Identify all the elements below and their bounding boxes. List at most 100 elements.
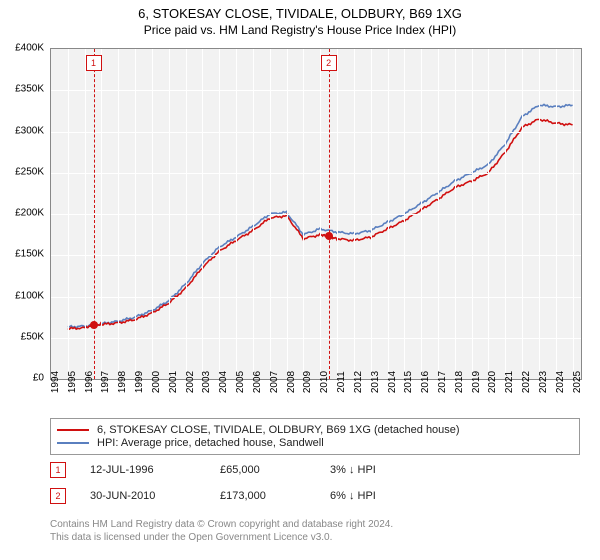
grid-v: [404, 49, 405, 379]
title-address: 6, STOKESAY CLOSE, TIVIDALE, OLDBURY, B6…: [0, 6, 600, 21]
sale-date-2: 30-JUN-2010: [90, 490, 220, 502]
grid-v: [186, 49, 187, 379]
x-tick-label: 1998: [117, 371, 128, 393]
y-tick-label: £300K: [15, 125, 44, 136]
grid-h: [51, 338, 581, 339]
y-tick-label: £50K: [21, 331, 44, 342]
grid-v: [455, 49, 456, 379]
x-tick-label: 2018: [454, 371, 465, 393]
x-tick-label: 2006: [252, 371, 263, 393]
x-tick-label: 2015: [403, 371, 414, 393]
grid-v: [438, 49, 439, 379]
x-tick-label: 2008: [286, 371, 297, 393]
grid-v: [421, 49, 422, 379]
grid-v: [337, 49, 338, 379]
x-tick-label: 2000: [151, 371, 162, 393]
sale-pct-2: 6% ↓ HPI: [330, 490, 430, 502]
x-tick-label: 2009: [302, 371, 313, 393]
grid-h: [51, 90, 581, 91]
x-tick-label: 2025: [572, 371, 583, 393]
grid-v: [270, 49, 271, 379]
sale-marker-1: 1: [50, 462, 66, 478]
y-tick-label: £400K: [15, 43, 44, 54]
sale-price-2: £173,000: [220, 490, 330, 502]
grid-v: [505, 49, 506, 379]
x-tick-label: 2019: [471, 371, 482, 393]
footer-line1: Contains HM Land Registry data © Crown c…: [50, 518, 580, 531]
x-tick-label: 1999: [134, 371, 145, 393]
marker-line-1: [94, 49, 95, 379]
grid-h: [51, 214, 581, 215]
x-tick-label: 2010: [319, 371, 330, 393]
x-tick-label: 2023: [538, 371, 549, 393]
x-tick-label: 2003: [201, 371, 212, 393]
marker-dot-2: [325, 232, 333, 240]
grid-v: [573, 49, 574, 379]
x-tick-label: 2011: [336, 371, 347, 393]
sale-row-2: 2 30-JUN-2010 £173,000 6% ↓ HPI: [50, 488, 580, 504]
sale-marker-2: 2: [50, 488, 66, 504]
grid-v: [371, 49, 372, 379]
legend-swatch-price-paid: [57, 429, 89, 431]
x-tick-label: 2020: [487, 371, 498, 393]
grid-v: [118, 49, 119, 379]
grid-h: [51, 297, 581, 298]
legend-item-price-paid: 6, STOKESAY CLOSE, TIVIDALE, OLDBURY, B6…: [57, 424, 573, 436]
grid-v: [68, 49, 69, 379]
grid-v: [101, 49, 102, 379]
grid-v: [388, 49, 389, 379]
grid-v: [253, 49, 254, 379]
y-tick-label: £100K: [15, 290, 44, 301]
grid-v: [135, 49, 136, 379]
x-tick-label: 2024: [555, 371, 566, 393]
x-tick-label: 2021: [504, 371, 515, 393]
grid-v: [152, 49, 153, 379]
grid-h: [51, 255, 581, 256]
chart-container: 6, STOKESAY CLOSE, TIVIDALE, OLDBURY, B6…: [0, 0, 600, 560]
legend-label-price-paid: 6, STOKESAY CLOSE, TIVIDALE, OLDBURY, B6…: [97, 424, 460, 436]
grid-v: [472, 49, 473, 379]
grid-v: [236, 49, 237, 379]
grid-v: [287, 49, 288, 379]
grid-v: [202, 49, 203, 379]
sale-price-1: £65,000: [220, 464, 330, 476]
grid-v: [556, 49, 557, 379]
sale-row-1: 1 12-JUL-1996 £65,000 3% ↓ HPI: [50, 462, 580, 478]
legend-item-hpi: HPI: Average price, detached house, Sand…: [57, 437, 573, 449]
y-tick-label: £350K: [15, 84, 44, 95]
chart-area: 12 £0£50K£100K£150K£200K£250K£300K£350K£…: [50, 48, 580, 378]
x-tick-label: 2013: [370, 371, 381, 393]
y-tick-label: £200K: [15, 208, 44, 219]
sale-date-1: 12-JUL-1996: [90, 464, 220, 476]
x-tick-label: 2007: [269, 371, 280, 393]
marker-dot-1: [90, 321, 98, 329]
grid-v: [219, 49, 220, 379]
x-tick-label: 2014: [387, 371, 398, 393]
x-tick-label: 1996: [84, 371, 95, 393]
y-tick-label: £250K: [15, 166, 44, 177]
y-tick-label: £150K: [15, 249, 44, 260]
plot-region: 12: [50, 48, 582, 380]
x-tick-label: 1994: [50, 371, 61, 393]
x-tick-label: 1995: [67, 371, 78, 393]
x-tick-label: 2017: [437, 371, 448, 393]
legend-box: 6, STOKESAY CLOSE, TIVIDALE, OLDBURY, B6…: [50, 418, 580, 455]
x-tick-label: 2012: [353, 371, 364, 393]
grid-v: [320, 49, 321, 379]
grid-v: [85, 49, 86, 379]
x-tick-label: 2004: [218, 371, 229, 393]
grid-v: [522, 49, 523, 379]
grid-v: [488, 49, 489, 379]
x-tick-label: 2022: [521, 371, 532, 393]
x-tick-label: 2005: [235, 371, 246, 393]
grid-h: [51, 132, 581, 133]
legend-label-hpi: HPI: Average price, detached house, Sand…: [97, 437, 324, 449]
legend-swatch-hpi: [57, 442, 89, 444]
grid-v: [354, 49, 355, 379]
y-tick-label: £0: [33, 373, 44, 384]
grid-v: [169, 49, 170, 379]
x-tick-label: 2001: [168, 371, 179, 393]
x-tick-label: 2016: [420, 371, 431, 393]
title-block: 6, STOKESAY CLOSE, TIVIDALE, OLDBURY, B6…: [0, 0, 600, 37]
marker-box-1: 1: [86, 55, 102, 71]
